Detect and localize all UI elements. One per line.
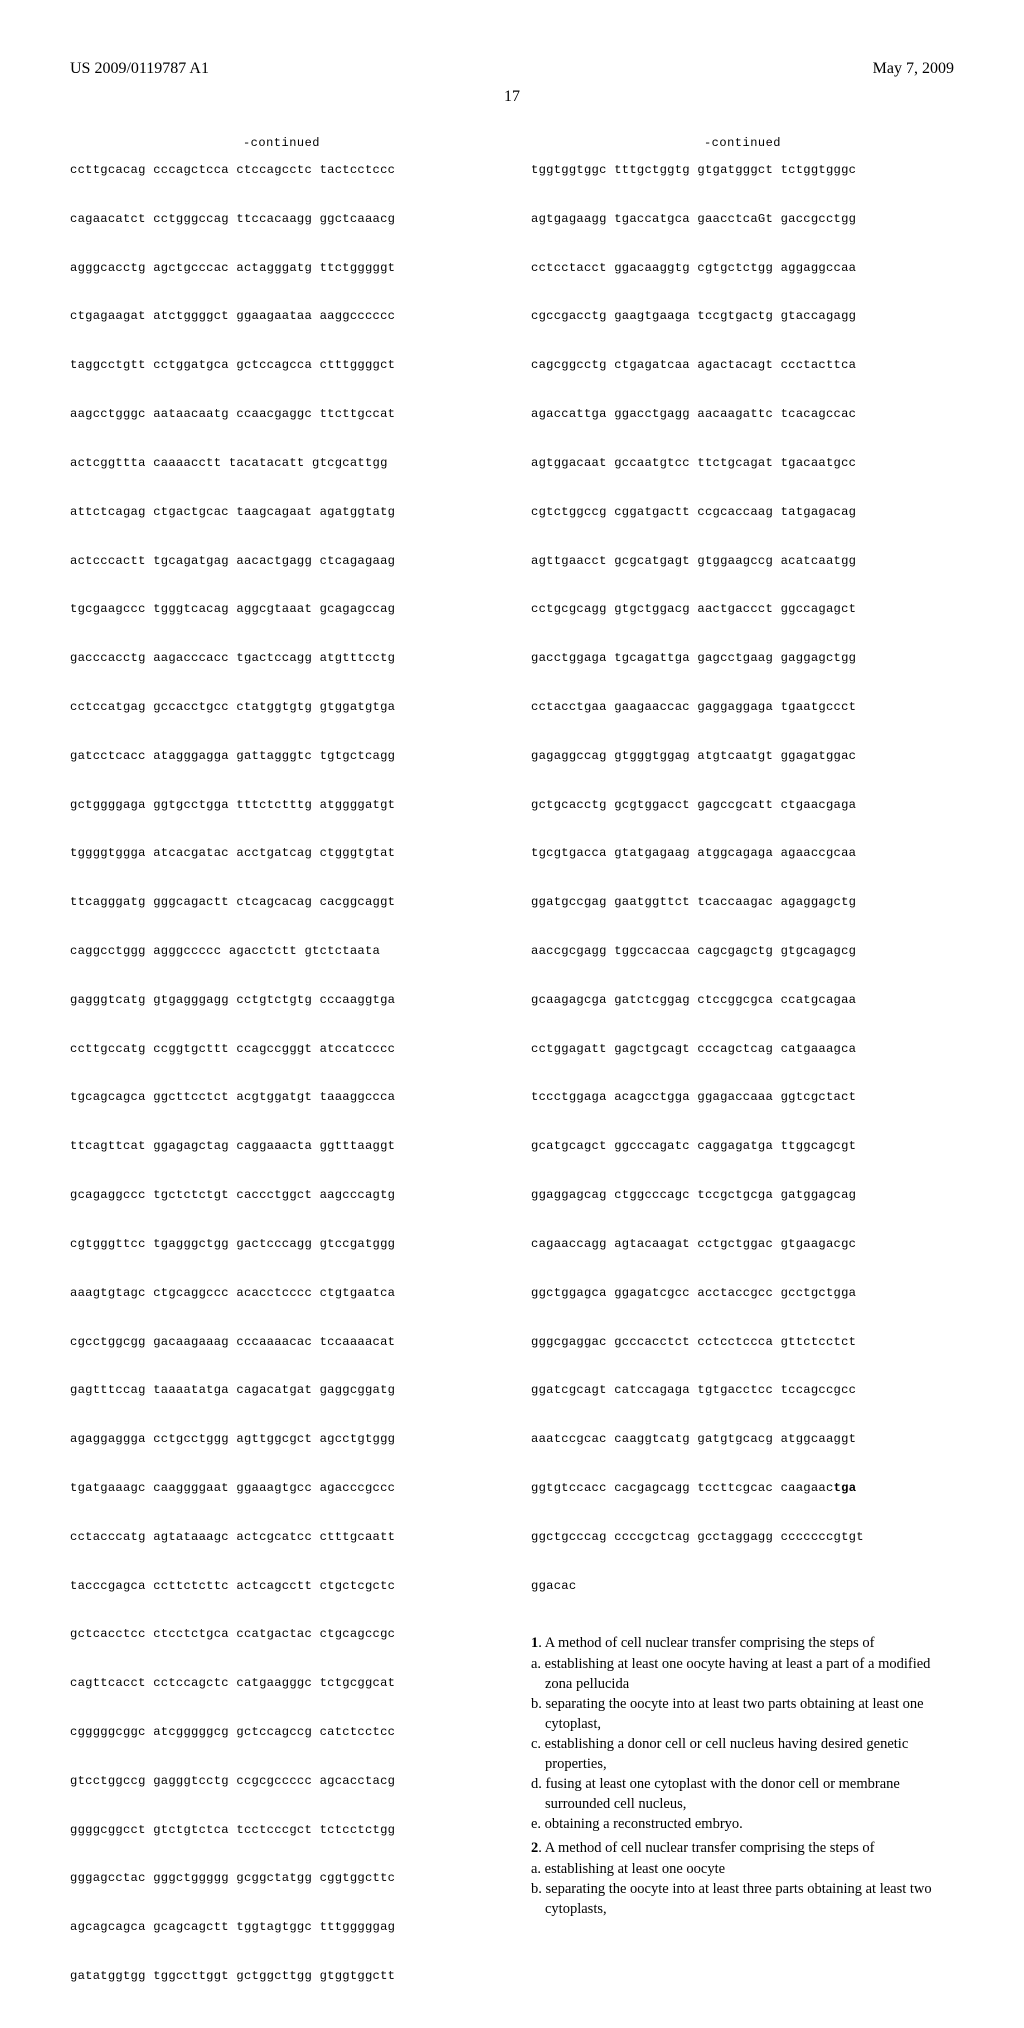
claim-2: 2. A method of cell nuclear transfer com… bbox=[531, 1839, 954, 1859]
sequence-block-right: tggtggtggc tttgctggtg gtgatgggct tctggtg… bbox=[531, 158, 954, 1622]
claim-1b: b. separating the oocyte into at least t… bbox=[531, 1695, 954, 1734]
claim-2b: b. separating the oocyte into at least t… bbox=[531, 1880, 954, 1919]
claim-1d: d. fusing at least one cytoplast with th… bbox=[531, 1775, 954, 1814]
right-column: -continued tggtggtggc tttgctggtg gtgatgg… bbox=[531, 136, 954, 1988]
patent-id: US 2009/0119787 A1 bbox=[70, 60, 209, 78]
patent-page: US 2009/0119787 A1 May 7, 2009 17 -conti… bbox=[0, 0, 1024, 2028]
sequence-block-left: ccttgcacag cccagctcca ctccagcctc tactcct… bbox=[70, 158, 493, 1988]
claim-1: 1. A method of cell nuclear transfer com… bbox=[531, 1634, 954, 1654]
left-column: -continued ccttgcacag cccagctcca ctccagc… bbox=[70, 136, 493, 1988]
continued-label-left: -continued bbox=[70, 136, 493, 150]
claim-2a: a. establishing at least one oocyte bbox=[531, 1860, 954, 1880]
claim-2-num: 2 bbox=[531, 1840, 538, 1856]
claim-1e: e. obtaining a reconstructed embryo. bbox=[531, 1815, 954, 1835]
continued-label-right: -continued bbox=[531, 136, 954, 150]
claims-section: 1. A method of cell nuclear transfer com… bbox=[531, 1634, 954, 1919]
page-header: US 2009/0119787 A1 May 7, 2009 bbox=[70, 60, 954, 78]
claim-1-text: . A method of cell nuclear transfer comp… bbox=[538, 1635, 874, 1651]
page-number: 17 bbox=[70, 88, 954, 106]
claim-2-text: . A method of cell nuclear transfer comp… bbox=[538, 1840, 874, 1856]
claim-1a: a. establishing at least one oocyte havi… bbox=[531, 1655, 954, 1694]
two-column-layout: -continued ccttgcacag cccagctcca ctccagc… bbox=[70, 136, 954, 1988]
publication-date: May 7, 2009 bbox=[873, 60, 954, 78]
claim-1c: c. establishing a donor cell or cell nuc… bbox=[531, 1735, 954, 1774]
claim-1-num: 1 bbox=[531, 1635, 538, 1651]
